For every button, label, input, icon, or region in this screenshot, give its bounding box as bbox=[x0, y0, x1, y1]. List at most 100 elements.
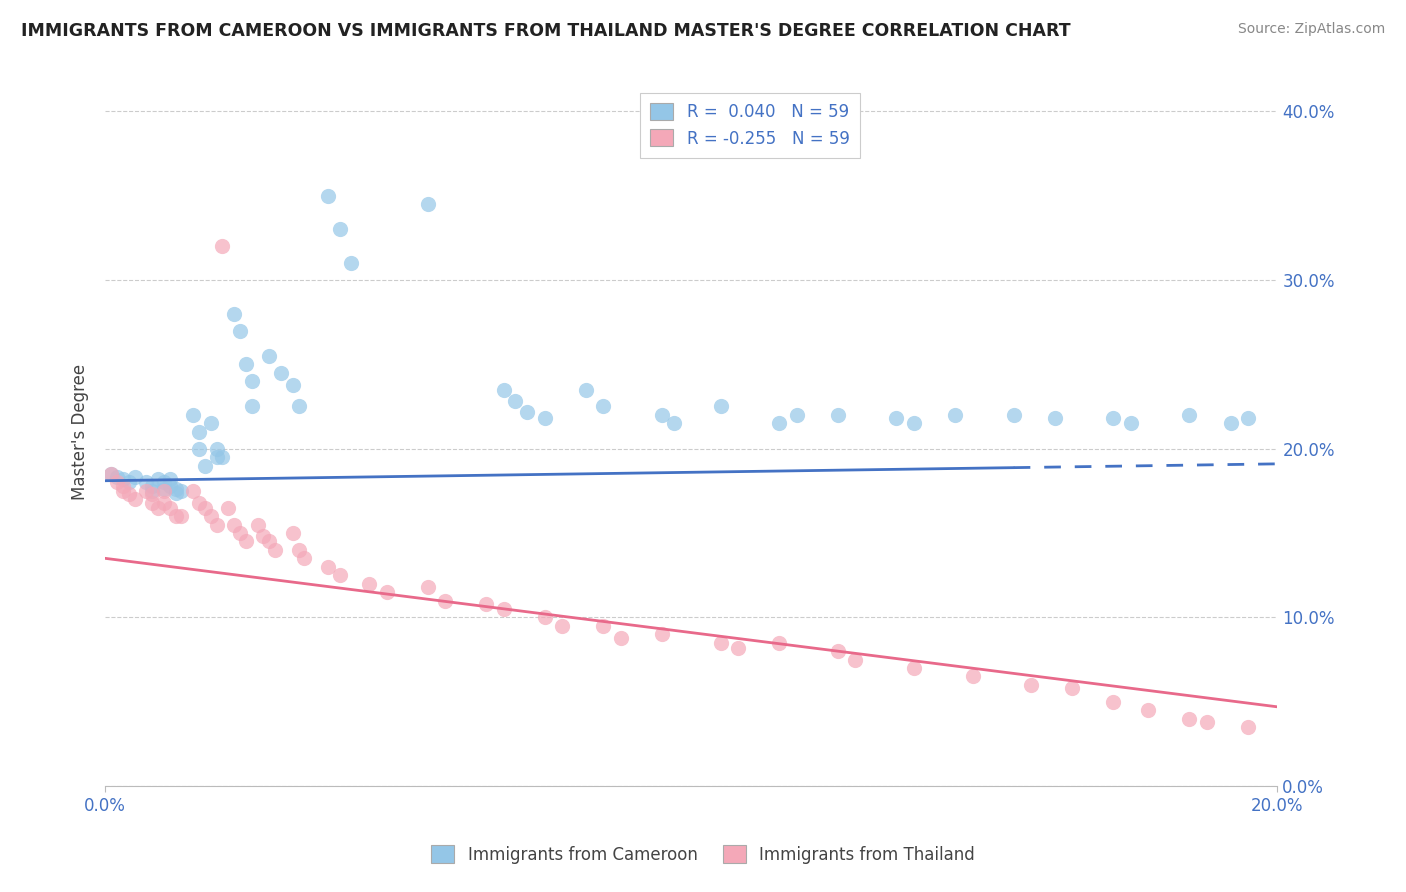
Point bbox=[551, 619, 574, 633]
Point bbox=[844, 652, 866, 666]
Text: Source: ZipAtlas.com: Source: ZipAtlas.com bbox=[1237, 22, 1385, 37]
Point bbox=[505, 394, 527, 409]
Point bbox=[259, 349, 281, 363]
Point bbox=[252, 529, 274, 543]
Point bbox=[194, 458, 217, 473]
Point bbox=[1019, 678, 1042, 692]
Point bbox=[1237, 411, 1260, 425]
Point bbox=[217, 500, 239, 515]
Point bbox=[1043, 411, 1066, 425]
Point bbox=[610, 631, 633, 645]
Point bbox=[240, 374, 263, 388]
Point bbox=[943, 408, 966, 422]
Point bbox=[188, 425, 211, 439]
Point bbox=[434, 593, 457, 607]
Point bbox=[181, 408, 204, 422]
Point bbox=[281, 377, 304, 392]
Point bbox=[141, 479, 163, 493]
Point bbox=[1137, 703, 1160, 717]
Point bbox=[316, 559, 339, 574]
Point bbox=[1062, 681, 1084, 696]
Point bbox=[224, 517, 246, 532]
Point bbox=[264, 542, 287, 557]
Point bbox=[768, 417, 790, 431]
Point bbox=[146, 472, 169, 486]
Point bbox=[205, 450, 228, 464]
Point bbox=[575, 383, 598, 397]
Point bbox=[492, 383, 515, 397]
Point bbox=[827, 408, 849, 422]
Point bbox=[141, 483, 163, 498]
Point bbox=[181, 483, 204, 498]
Point bbox=[165, 482, 187, 496]
Point bbox=[962, 669, 984, 683]
Point bbox=[159, 472, 181, 486]
Point bbox=[165, 509, 187, 524]
Point bbox=[270, 366, 292, 380]
Point bbox=[1002, 408, 1025, 422]
Point bbox=[316, 188, 339, 202]
Point bbox=[329, 568, 352, 582]
Point bbox=[1178, 712, 1201, 726]
Point bbox=[211, 450, 233, 464]
Point bbox=[194, 500, 217, 515]
Point bbox=[340, 256, 363, 270]
Point bbox=[111, 479, 134, 493]
Point bbox=[1102, 695, 1125, 709]
Point bbox=[768, 636, 790, 650]
Point bbox=[416, 197, 439, 211]
Point bbox=[111, 483, 134, 498]
Point bbox=[141, 496, 163, 510]
Point bbox=[200, 509, 222, 524]
Point bbox=[903, 661, 925, 675]
Point bbox=[727, 640, 749, 655]
Point bbox=[287, 400, 309, 414]
Point bbox=[287, 542, 309, 557]
Point bbox=[135, 483, 157, 498]
Point bbox=[100, 467, 122, 481]
Point bbox=[592, 400, 614, 414]
Point bbox=[710, 636, 733, 650]
Point bbox=[827, 644, 849, 658]
Point bbox=[235, 534, 257, 549]
Point bbox=[153, 483, 176, 498]
Point bbox=[159, 479, 181, 493]
Point bbox=[200, 417, 222, 431]
Point bbox=[1237, 720, 1260, 734]
Point bbox=[651, 627, 673, 641]
Point bbox=[533, 610, 555, 624]
Point bbox=[124, 470, 146, 484]
Point bbox=[170, 483, 193, 498]
Point bbox=[229, 526, 252, 541]
Point bbox=[329, 222, 352, 236]
Point bbox=[159, 500, 181, 515]
Point bbox=[118, 475, 141, 490]
Point bbox=[141, 487, 163, 501]
Point bbox=[1102, 411, 1125, 425]
Point bbox=[294, 551, 316, 566]
Point bbox=[1178, 408, 1201, 422]
Point bbox=[146, 500, 169, 515]
Point bbox=[118, 487, 141, 501]
Point bbox=[135, 475, 157, 490]
Point bbox=[1119, 417, 1142, 431]
Point bbox=[592, 619, 614, 633]
Point bbox=[205, 517, 228, 532]
Point bbox=[375, 585, 398, 599]
Point bbox=[516, 404, 538, 418]
Point bbox=[246, 517, 269, 532]
Point bbox=[105, 475, 128, 490]
Y-axis label: Master's Degree: Master's Degree bbox=[72, 364, 89, 500]
Point bbox=[1219, 417, 1241, 431]
Point bbox=[211, 239, 233, 253]
Point bbox=[100, 467, 122, 481]
Point bbox=[886, 411, 908, 425]
Point bbox=[153, 475, 176, 490]
Point bbox=[281, 526, 304, 541]
Point bbox=[205, 442, 228, 456]
Point bbox=[710, 400, 733, 414]
Point bbox=[153, 482, 176, 496]
Point bbox=[124, 492, 146, 507]
Point bbox=[235, 357, 257, 371]
Point bbox=[357, 576, 380, 591]
